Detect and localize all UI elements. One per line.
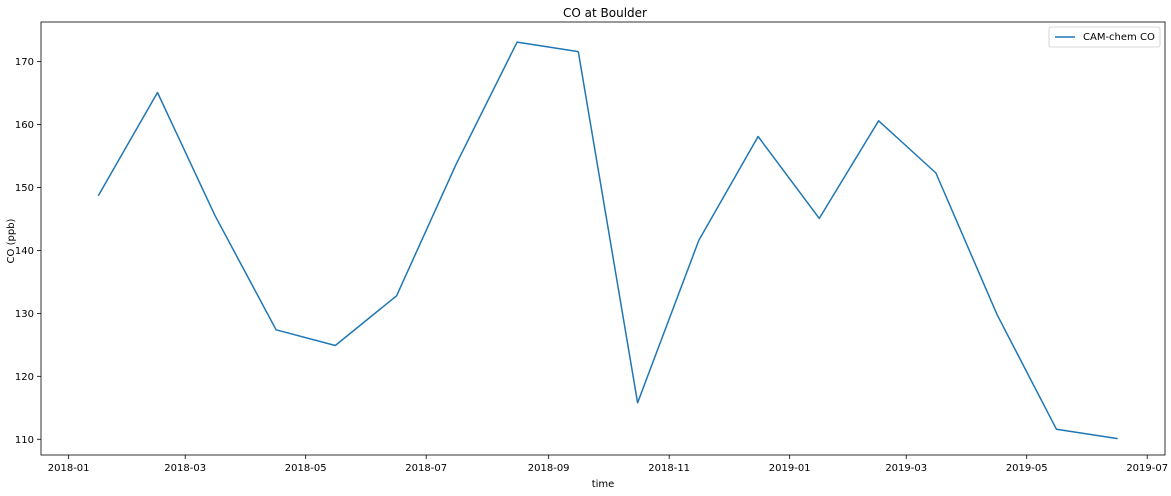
- y-tick-label: 120: [15, 372, 34, 383]
- series-line: [97, 41, 1118, 440]
- x-tick-label: 2018-11: [648, 463, 690, 474]
- chart-title: CO at Boulder: [563, 6, 647, 20]
- legend-box: [1048, 26, 1161, 48]
- legend-label: CAM-chem CO: [1083, 32, 1155, 43]
- x-tick-label: 2019-03: [885, 463, 927, 474]
- x-tick-label: 2018-05: [285, 463, 327, 474]
- x-tick-label: 2019-01: [769, 463, 811, 474]
- x-tick-label: 2018-07: [405, 463, 447, 474]
- y-tick-label: 170: [15, 57, 34, 68]
- legend: CAM-chem CO: [1048, 26, 1161, 48]
- x-tick-label: 2019-05: [1006, 463, 1048, 474]
- y-axis: 110 120 130 140 150 160 170: [15, 57, 41, 446]
- x-tick-label: 2018-03: [164, 463, 206, 474]
- y-tick-label: 150: [15, 183, 34, 194]
- x-tick-label: 2019-07: [1126, 463, 1168, 474]
- y-tick-label: 110: [15, 435, 34, 446]
- plot-area: [40, 21, 1166, 456]
- y-tick-label: 140: [15, 246, 34, 257]
- y-axis-label: CO (ppb): [6, 218, 17, 263]
- y-tick-label: 130: [15, 309, 34, 320]
- y-tick-label: 160: [15, 120, 34, 131]
- x-tick-label: 2018-01: [48, 463, 90, 474]
- x-tick-label: 2018-09: [528, 463, 570, 474]
- x-axis: 2018-01 2018-03 2018-05 2018-07 2018-09 2018-…: [48, 455, 1168, 474]
- x-axis-label: time: [592, 479, 615, 490]
- series-layer: [97, 41, 1118, 440]
